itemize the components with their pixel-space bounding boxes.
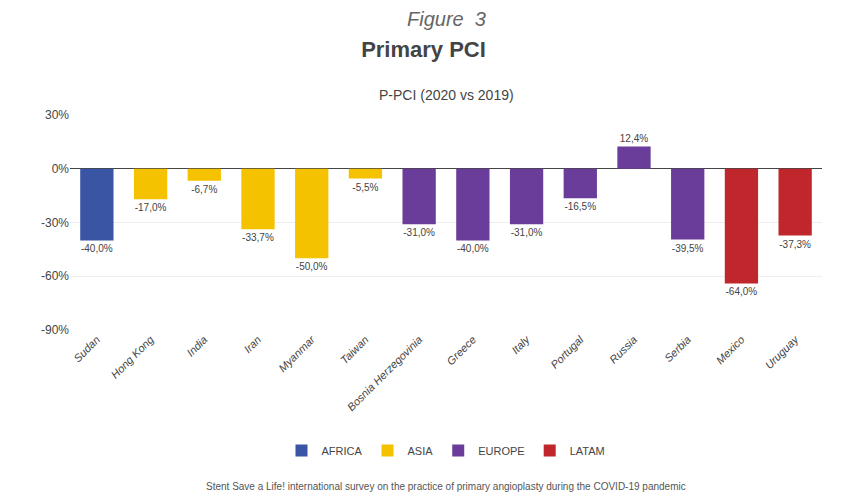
svg-text:Myanmar: Myanmar	[276, 332, 318, 374]
svg-text:India: India	[184, 333, 209, 358]
svg-text:-90%: -90%	[41, 323, 69, 337]
svg-text:Figure 3: Figure 3	[407, 8, 486, 30]
svg-text:-6,7%: -6,7%	[191, 184, 217, 195]
svg-text:-31,0%: -31,0%	[403, 227, 435, 238]
svg-text:-17,0%: -17,0%	[135, 202, 167, 213]
svg-text:-64,0%: -64,0%	[726, 286, 758, 297]
svg-text:Portugal: Portugal	[548, 333, 586, 371]
svg-text:Hong Kong: Hong Kong	[108, 333, 156, 381]
svg-text:Sudan: Sudan	[71, 333, 102, 364]
svg-text:-60%: -60%	[41, 269, 69, 283]
svg-text:-33,7%: -33,7%	[242, 232, 274, 243]
svg-text:12,4%: 12,4%	[620, 133, 648, 144]
svg-text:-30%: -30%	[41, 216, 69, 230]
svg-text:30%: 30%	[45, 108, 69, 122]
svg-text:Bosnia Herzegovinia: Bosnia Herzegovinia	[345, 333, 425, 413]
svg-text:-37,3%: -37,3%	[779, 239, 811, 250]
svg-text:Uruguay: Uruguay	[763, 332, 802, 371]
svg-text:Russia: Russia	[607, 333, 639, 365]
svg-text:Iran: Iran	[241, 333, 263, 355]
svg-text:ASIA: ASIA	[408, 445, 434, 457]
svg-text:Primary PCI: Primary PCI	[361, 37, 486, 62]
svg-text:-5,5%: -5,5%	[352, 182, 378, 193]
svg-text:-40,0%: -40,0%	[457, 243, 489, 254]
svg-text:Mexico: Mexico	[714, 333, 747, 366]
svg-text:AFRICA: AFRICA	[322, 445, 363, 457]
svg-text:Serbia: Serbia	[662, 333, 693, 364]
svg-text:-39,5%: -39,5%	[672, 243, 704, 254]
svg-text:Greece: Greece	[444, 333, 478, 367]
svg-text:-50,0%: -50,0%	[296, 261, 328, 272]
svg-text:LATAM: LATAM	[570, 445, 605, 457]
svg-text:Italy: Italy	[509, 332, 533, 356]
svg-text:0%: 0%	[52, 162, 70, 176]
svg-text:Stent Save a Life! internation: Stent Save a Life! international survey …	[206, 481, 686, 492]
svg-text:-16,5%: -16,5%	[564, 201, 596, 212]
svg-text:EUROPE: EUROPE	[478, 445, 524, 457]
svg-text:-40,0%: -40,0%	[81, 243, 113, 254]
svg-text:Taiwan: Taiwan	[338, 333, 371, 366]
svg-text:P-PCI (2020 vs 2019): P-PCI (2020 vs 2019)	[379, 87, 514, 103]
svg-text:-31,0%: -31,0%	[511, 227, 543, 238]
